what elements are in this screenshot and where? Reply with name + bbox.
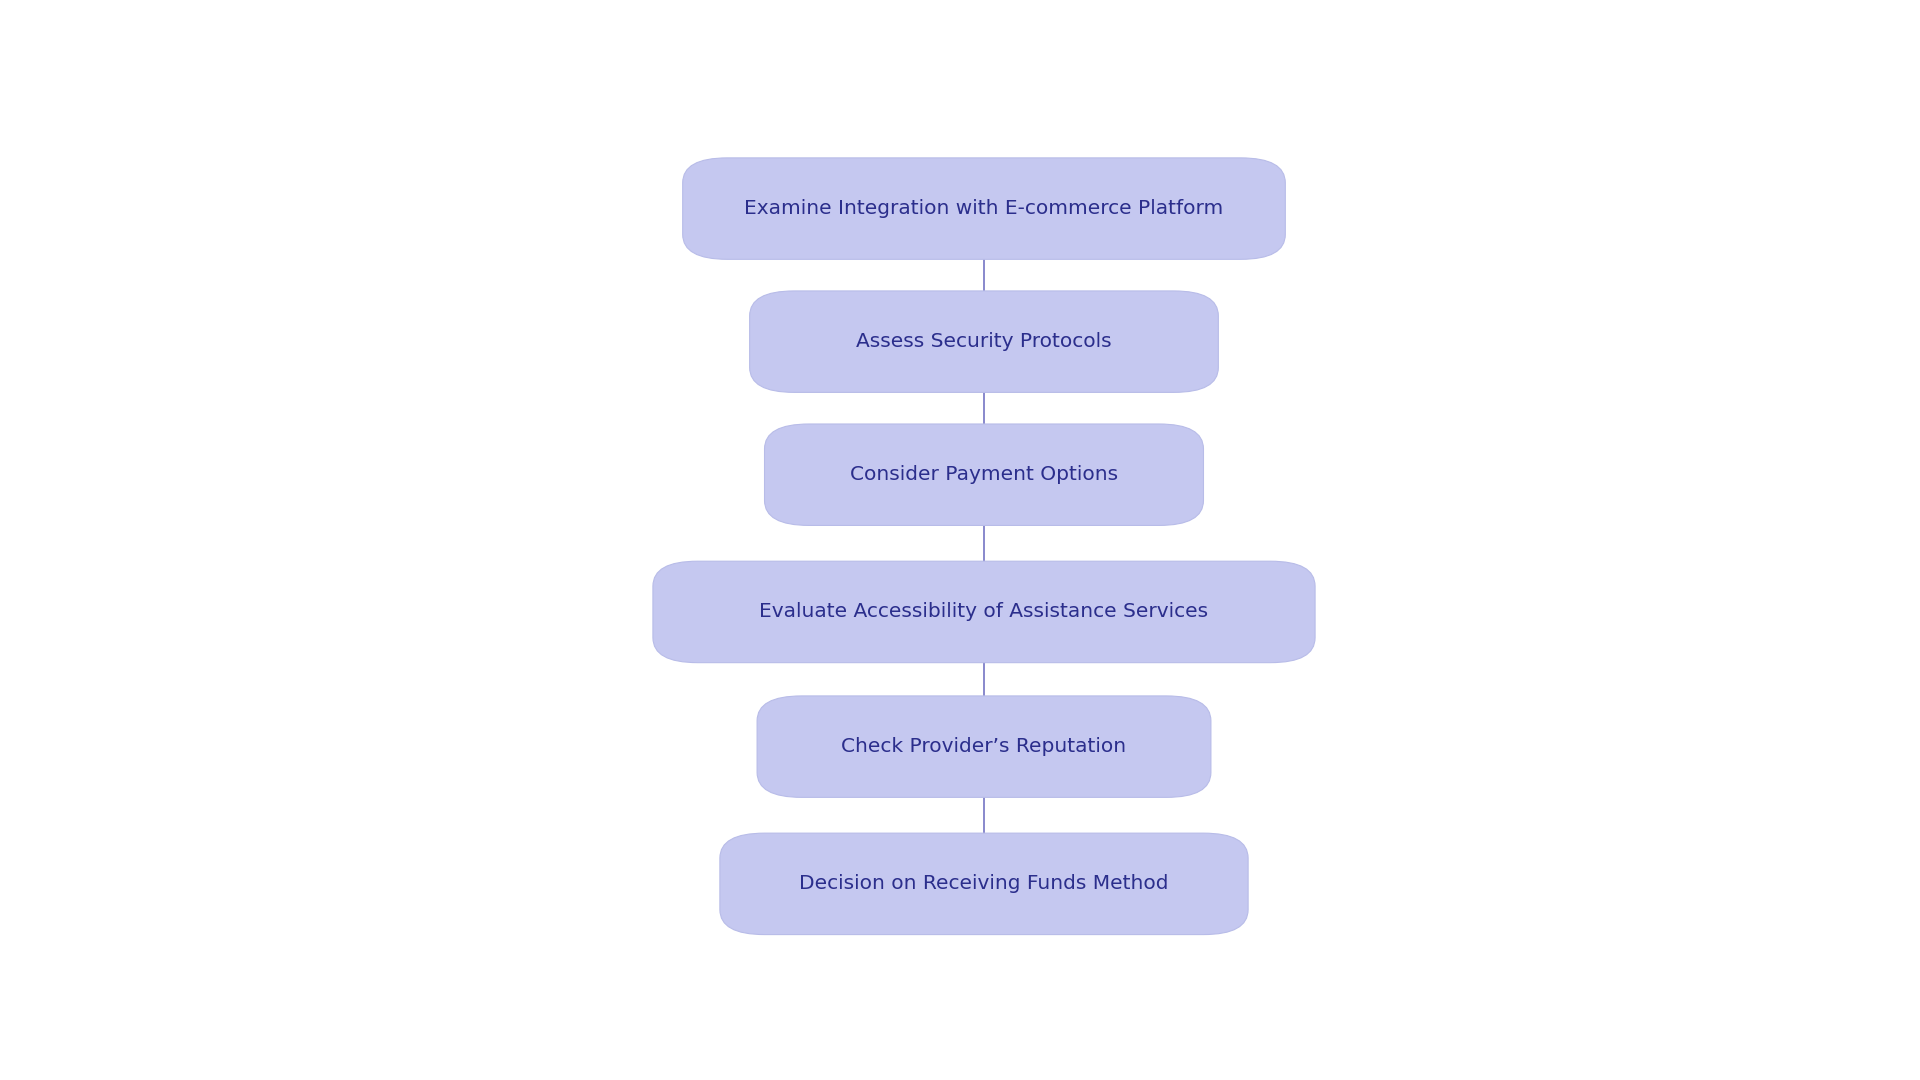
Text: Examine Integration with E-commerce Platform: Examine Integration with E-commerce Plat… xyxy=(745,199,1223,218)
Text: Check Provider’s Reputation: Check Provider’s Reputation xyxy=(841,738,1127,756)
FancyBboxPatch shape xyxy=(653,562,1315,663)
FancyBboxPatch shape xyxy=(720,833,1248,934)
FancyBboxPatch shape xyxy=(749,291,1219,392)
FancyBboxPatch shape xyxy=(764,424,1204,526)
Text: Evaluate Accessibility of Assistance Services: Evaluate Accessibility of Assistance Ser… xyxy=(760,603,1208,621)
Text: Decision on Receiving Funds Method: Decision on Receiving Funds Method xyxy=(799,875,1169,893)
Text: Assess Security Protocols: Assess Security Protocols xyxy=(856,333,1112,351)
Text: Consider Payment Options: Consider Payment Options xyxy=(851,465,1117,484)
FancyBboxPatch shape xyxy=(756,696,1212,797)
FancyBboxPatch shape xyxy=(684,158,1284,259)
